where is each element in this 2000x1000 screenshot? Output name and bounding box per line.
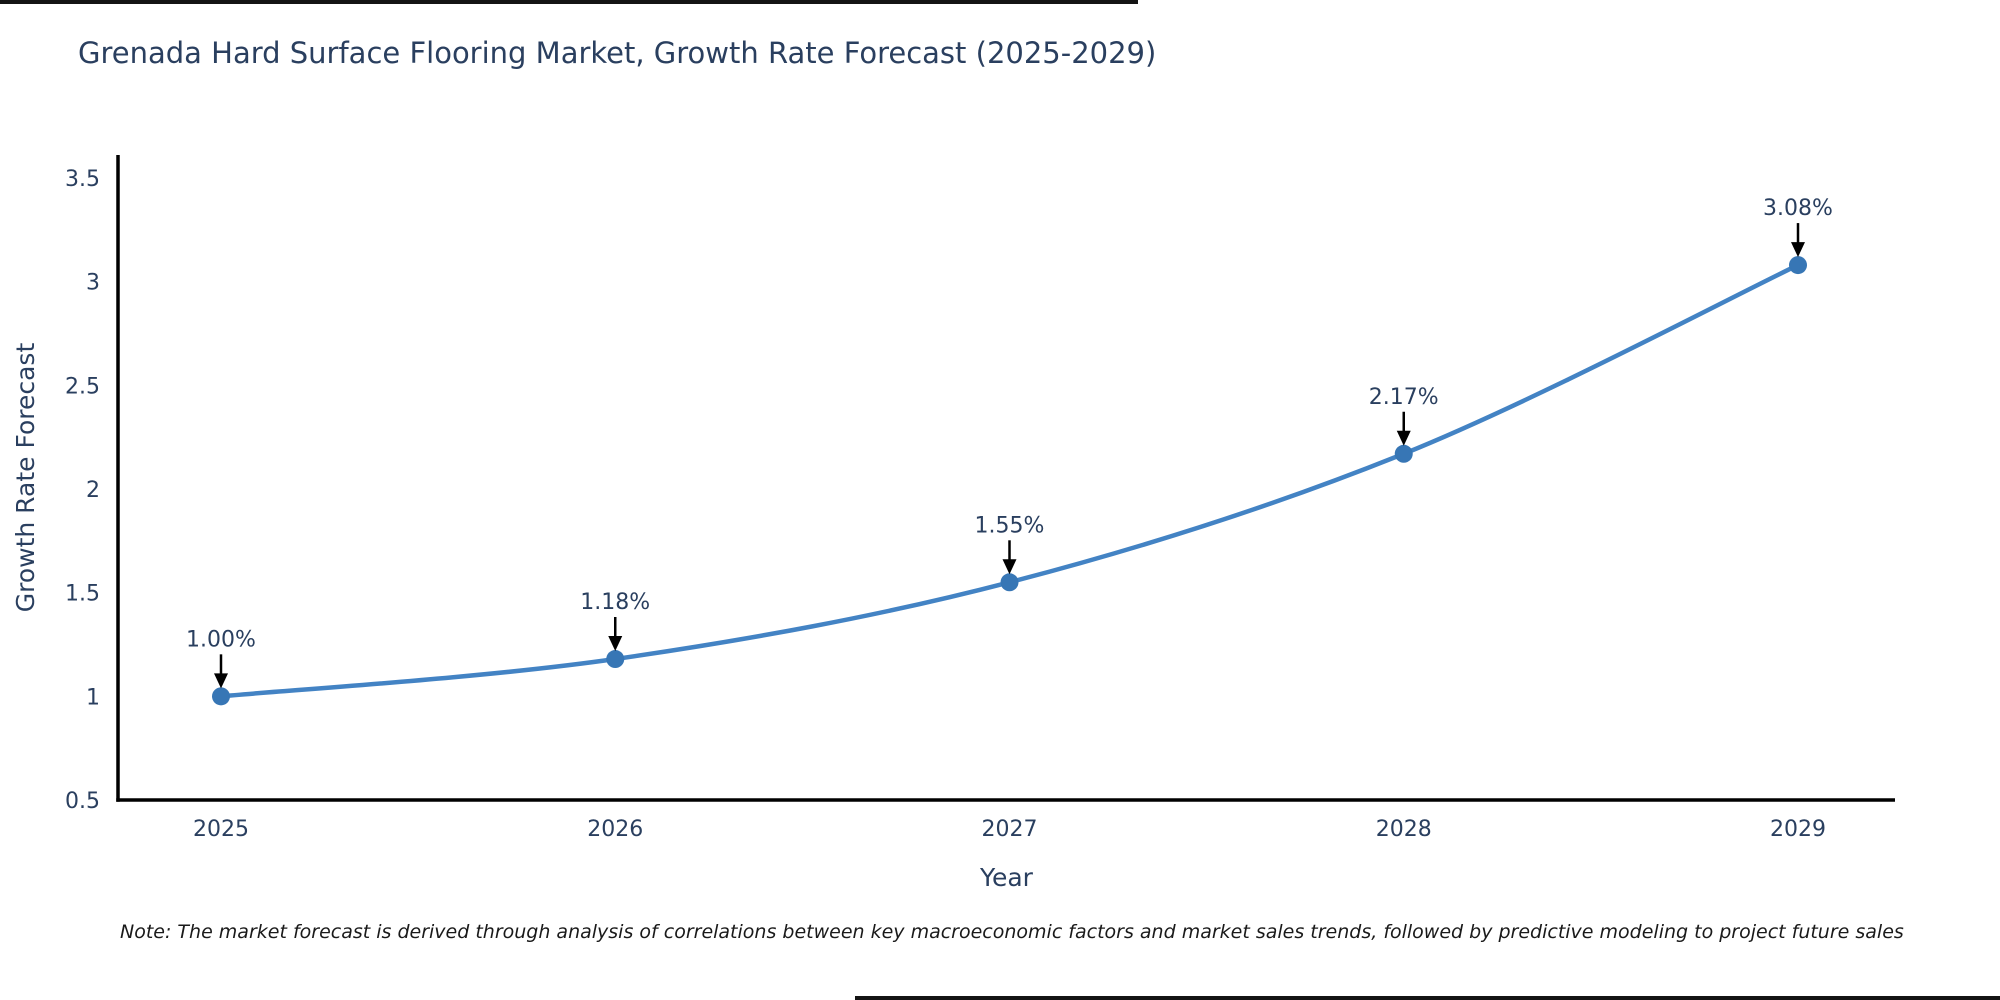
annotation-label: 1.00%	[186, 627, 256, 652]
y-tick-label: 1.5	[65, 582, 100, 607]
y-axis-title: Growth Rate Forecast	[11, 343, 40, 613]
data-point-marker	[1789, 256, 1807, 275]
annotation-label: 2.17%	[1369, 385, 1439, 410]
annotation-arrowhead-icon	[1002, 559, 1017, 575]
bottom-border-artifact	[855, 996, 2000, 1000]
top-border-artifact	[0, 0, 1138, 4]
y-tick-label: 0.5	[65, 789, 100, 814]
footnote: Note: The market forecast is derived thr…	[120, 921, 2000, 943]
x-tick-label: 2026	[587, 817, 643, 842]
data-point-marker	[212, 687, 230, 706]
annotation-arrowhead-icon	[1791, 242, 1805, 258]
x-tick-label: 2025	[193, 817, 249, 842]
data-point-marker	[606, 650, 625, 669]
annotation-arrowhead-icon	[608, 636, 623, 652]
annotation-label: 1.55%	[975, 513, 1045, 538]
data-point-marker	[1394, 444, 1413, 463]
x-tick-label: 2029	[1770, 817, 1826, 842]
annotation-arrowhead-icon	[1396, 430, 1411, 446]
x-axis-title: Year	[979, 863, 1034, 892]
y-tick-label: 1	[86, 685, 100, 710]
x-tick-label: 2027	[982, 817, 1038, 842]
y-tick-label: 3	[86, 271, 100, 296]
y-tick-label: 3.5	[65, 167, 100, 192]
chart-title: Grenada Hard Surface Flooring Market, Gr…	[78, 36, 1157, 70]
data-point-marker	[1000, 573, 1019, 592]
y-tick-label: 2	[86, 478, 100, 503]
series-line	[218, 262, 1801, 699]
annotation-label: 1.18%	[580, 590, 650, 615]
footnote-text: Note: The market forecast is derived thr…	[120, 921, 1904, 943]
annotation-arrowhead-icon	[214, 673, 228, 689]
y-tick-label: 2.5	[65, 374, 100, 399]
x-tick-label: 2028	[1376, 817, 1432, 842]
annotation-label: 3.08%	[1763, 196, 1833, 221]
